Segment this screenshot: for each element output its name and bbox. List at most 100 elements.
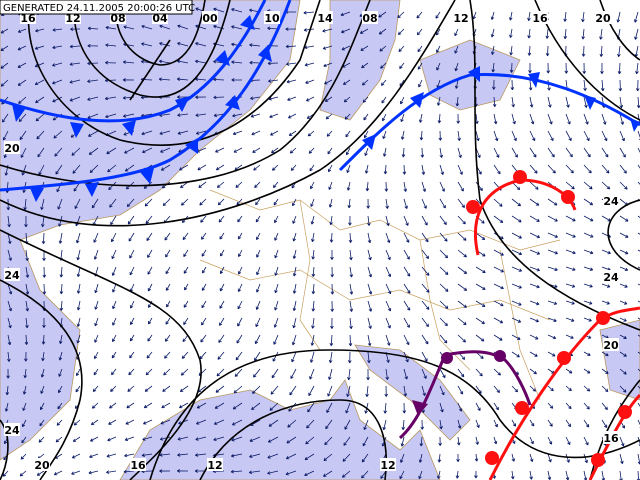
wind-arrow: [346, 164, 351, 173]
wind-arrow: [22, 385, 27, 395]
wind-arrow: [583, 300, 593, 305]
wind-arrow: [421, 334, 429, 345]
wind-arrow: [364, 147, 369, 156]
wind-arrow: [238, 249, 243, 258]
wind-arrow: [547, 164, 556, 174]
wind-arrow: [21, 419, 27, 428]
wind-arrow: [454, 62, 459, 72]
wind-arrow: [529, 453, 534, 463]
wind-arrow: [93, 368, 99, 376]
wind-arrow: [547, 249, 558, 255]
wind-arrow: [201, 232, 207, 240]
wind-arrow: [159, 24, 171, 30]
wind-arrow: [267, 453, 279, 459]
wind-arrow: [583, 419, 590, 428]
wind-arrow: [213, 77, 225, 82]
wind-arrow: [362, 96, 369, 103]
wind-arrow: [347, 198, 352, 209]
wind-arrow: [71, 147, 81, 156]
isobar-label: 20: [595, 12, 611, 25]
wind-arrow: [2, 470, 9, 477]
wind-arrow: [367, 334, 372, 347]
wind-arrow: [454, 79, 459, 89]
wind-arrow: [366, 368, 370, 381]
wind-arrow: [547, 453, 552, 463]
isobar-label: 16: [130, 459, 146, 472]
wind-arrow: [289, 385, 297, 396]
label-background: [603, 338, 619, 351]
wind-arrow: [328, 164, 333, 173]
wind-arrow: [475, 130, 480, 142]
wind-arrow: [475, 419, 480, 428]
wind-arrow: [583, 402, 590, 410]
wind-arrow: [285, 453, 297, 460]
wind-arrow: [195, 436, 207, 441]
wind-arrow: [218, 334, 225, 343]
wind-arrow: [619, 351, 627, 357]
wind-arrow: [493, 436, 498, 445]
wind-arrow: [107, 436, 117, 442]
wind-arrow: [360, 45, 369, 51]
wind-arrow: [403, 232, 410, 243]
wind-arrow: [439, 215, 447, 226]
wind-arrow: [565, 385, 572, 392]
wind-arrow: [305, 96, 315, 102]
wind-arrow: [231, 436, 243, 442]
wind-arrow: [215, 147, 225, 153]
wind-arrow: [529, 232, 541, 239]
wind-arrow: [418, 113, 423, 123]
wind-arrow: [249, 43, 261, 47]
wind-arrow: [421, 368, 427, 379]
wind-arrow: [273, 334, 279, 345]
wind-arrow: [400, 130, 405, 140]
wind-arrow: [417, 62, 423, 70]
wind-arrow: [109, 198, 117, 208]
wind-arrow: [199, 198, 207, 206]
wind-arrow: [529, 164, 538, 174]
wind-arrow: [529, 215, 540, 222]
wind-arrow: [75, 385, 81, 393]
isobar: [115, 0, 206, 66]
wind-arrow: [619, 436, 625, 447]
isobar-label: 08: [362, 12, 377, 25]
wind-arrow: [147, 249, 153, 258]
wind-arrow: [583, 283, 593, 288]
wind-arrow: [310, 181, 315, 190]
warm-front: [588, 393, 640, 480]
wind-arrow: [601, 181, 611, 190]
wind-arrow: [0, 45, 9, 51]
isobar-label: 14: [317, 12, 333, 25]
wind-arrow: [59, 300, 64, 311]
wind-arrow: [403, 215, 409, 226]
wind-arrow: [141, 24, 153, 30]
wind-arrow: [457, 198, 465, 208]
wind-arrow: [382, 130, 387, 140]
wind-arrow: [109, 402, 117, 409]
wind-arrow: [563, 28, 568, 40]
wind-arrow: [456, 453, 460, 463]
wind-arrow: [307, 402, 315, 413]
wind-arrow: [195, 59, 207, 64]
label-background: [4, 423, 20, 436]
wind-arrow: [565, 130, 572, 142]
wind-arrow: [35, 28, 45, 33]
wind-arrow: [547, 266, 558, 272]
wind-arrow: [565, 283, 576, 288]
wind-arrow: [529, 96, 534, 108]
wind-arrow: [94, 283, 99, 294]
wind-arrow: [41, 351, 45, 362]
label-background: [202, 11, 218, 24]
wind-arrow: [126, 402, 135, 409]
wind-arrow: [601, 368, 609, 375]
wind-arrow: [217, 351, 225, 360]
wind-arrow: [380, 79, 387, 86]
isobar-label: 12: [207, 459, 222, 472]
wind-arrow: [163, 368, 171, 376]
wind-arrow: [183, 249, 189, 257]
wind-arrow: [274, 215, 279, 224]
wind-arrow: [361, 470, 369, 479]
wind-arrow: [383, 402, 387, 414]
wind-arrow: [509, 11, 513, 21]
wind-arrow: [439, 249, 449, 259]
